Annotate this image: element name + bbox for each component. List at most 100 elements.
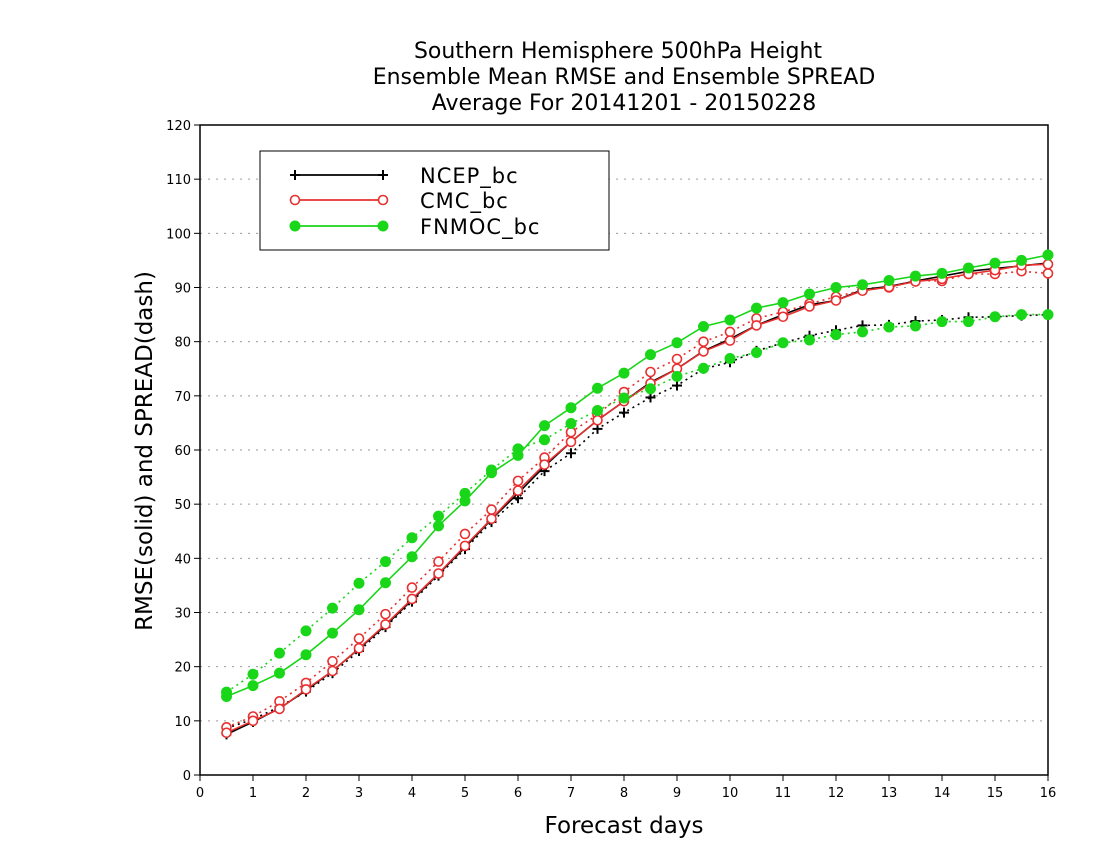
title-line-1: Southern Hemisphere 500hPa Height [414,39,822,64]
rmse-point [486,513,497,525]
legend-marker [289,194,301,206]
rmse-point [274,667,285,679]
rmse-point [406,551,418,563]
spread-point [777,337,789,349]
rmse-point [751,320,762,331]
rmse-point [777,311,789,323]
rmse-point [804,288,815,300]
rmse-point [353,604,365,616]
x-tick-label: 8 [620,786,628,801]
y-tick-label: 60 [174,444,191,459]
spread-point [672,380,682,391]
x-tick-label: 13 [881,786,898,801]
x-tick-label: 11 [775,786,792,801]
rmse-point [565,402,577,414]
rmse-point [1042,258,1054,270]
rmse-point [247,680,259,692]
spread-point [698,336,709,347]
rmse-point [592,414,603,426]
legend-label-cmc: CMC_bc [420,189,509,214]
spread-line [226,270,1049,729]
spread-point [1042,268,1054,279]
y-tick-label: 50 [174,498,191,513]
legend-label-fnmoc: FNMOC_bc [420,215,540,240]
legend-label-ncep: NCEP_bc [420,164,519,189]
rmse-point [804,301,815,312]
spread-point [963,316,974,328]
legend-entries [289,170,389,232]
spread-point [433,510,444,522]
x-tick-label: 2 [302,786,310,801]
rmse-point [380,619,391,630]
x-tick-label: 7 [567,786,575,801]
rmse-point [724,314,736,326]
rmse-point [459,495,471,507]
spread-point [353,633,365,644]
spread-point [566,448,576,459]
spread-point [857,326,868,338]
spread-point [671,370,683,382]
spread-point [565,426,577,438]
rmse-point [327,627,338,639]
legend-marker [289,220,301,232]
spread-point [247,668,259,680]
rmse-point [936,267,948,279]
rmse-point [698,346,709,357]
x-tick-label: 6 [514,786,522,801]
series-layer [221,249,1054,740]
spread-point [936,316,948,328]
spread-point [459,528,471,540]
spread-point [698,362,709,374]
rmse-point [247,715,259,727]
spread-point [592,423,603,434]
rmse-point [539,459,550,470]
spread-point [724,352,736,364]
rmse-point [989,257,1001,269]
rmse-point [565,436,577,448]
y-axis-label: RMSE(solid) and SPREAD(dash) [132,271,158,631]
rmse-point [1042,249,1054,261]
rmse-point [300,649,312,661]
series-fnmoc-bc [221,249,1054,702]
grid-lines [200,178,1048,722]
x-tick-label: 15 [987,786,1004,801]
y-tick-label: 80 [174,336,191,351]
y-tick-label: 10 [174,715,191,730]
x-tick-label: 1 [249,786,257,801]
rmse-point [830,295,842,306]
rmse-point [433,568,444,579]
x-tick-label: 16 [1040,786,1057,801]
rmse-line [226,254,1049,698]
spread-point [910,320,921,332]
rmse-line [226,263,1049,734]
y-tick-label: 100 [166,227,191,242]
rmse-point [512,485,524,496]
spread-point [353,577,365,589]
spread-point [486,504,497,515]
x-tick-label: 5 [461,786,469,801]
x-axis-label: Forecast days [545,813,704,839]
spread-point [592,404,603,416]
spread-line [226,313,1048,693]
rmse-point [459,540,471,552]
x-tick-label: 12 [828,786,845,801]
rmse-point [618,367,630,379]
legend: NCEP_bc CMC_bc FNMOC_bc [259,150,610,251]
spread-point [406,532,418,544]
spread-point [751,347,762,358]
legend-marker [377,194,389,206]
rmse-point [300,684,312,695]
rmse-point [645,349,656,361]
spread-point [300,625,312,637]
spread-point [433,556,444,567]
rmse-point [327,665,338,677]
y-tick-label: 0 [183,769,191,784]
plot-frame [199,124,1049,776]
rmse-line [226,262,1049,736]
rmse-point [592,382,603,394]
y-tick-label: 110 [166,173,191,188]
rmse-point [221,727,232,739]
rmse-point [698,321,709,332]
spread-point [1016,309,1027,321]
x-tick-label: 4 [408,786,416,801]
